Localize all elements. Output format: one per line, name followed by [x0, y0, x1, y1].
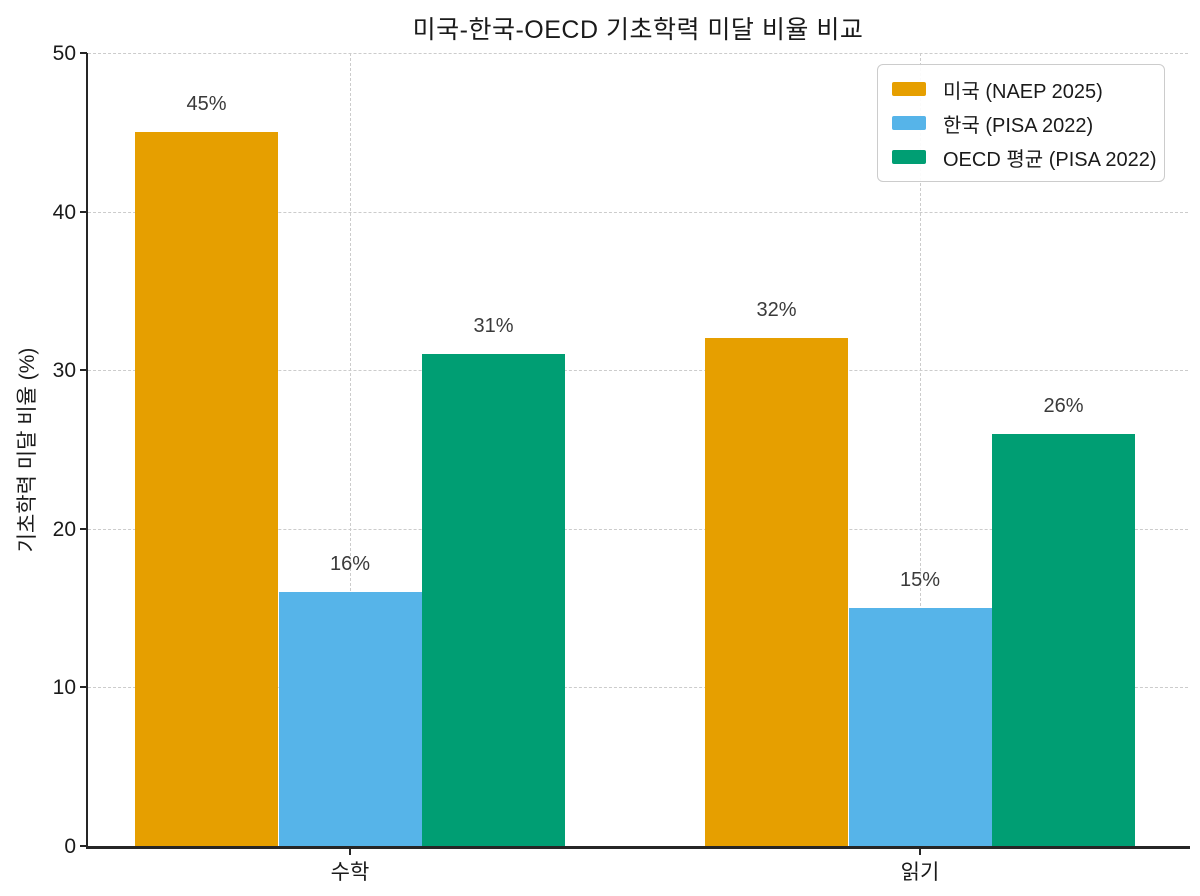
h-gridline [88, 370, 1188, 372]
v-gridline [350, 53, 351, 846]
h-gridline [88, 53, 1188, 54]
x-tick-mark [919, 849, 921, 855]
legend-label-usa: 미국 (NAEP 2025) [943, 80, 1103, 103]
h-gridline [88, 687, 1188, 689]
x-tick-mark [349, 849, 351, 855]
y-axis-spine [86, 53, 88, 849]
bar-수학-series2 [422, 354, 565, 846]
y-tick-label: 40 [52, 200, 76, 224]
y-tick-mark [80, 52, 87, 54]
plot-area: 45% 16% 31% 32% 15% 26% [88, 53, 1188, 846]
legend-swatch-usa [892, 82, 926, 96]
y-tick-label: 30 [52, 359, 76, 383]
legend-label-korea: 한국 (PISA 2022) [943, 114, 1094, 137]
v-gridline [920, 53, 921, 846]
bar-수학-series1 [278, 592, 422, 846]
y-tick-label: 20 [52, 517, 76, 541]
legend: 미국 (NAEP 2025) 한국 (PISA 2022) OECD 평균 (P… [877, 64, 1165, 182]
legend-item-oecd: OECD 평균 (PISA 2022) [892, 142, 1157, 172]
x-tick-label-읽기: 읽기 [900, 861, 940, 884]
x-tick-label-수학: 수학 [330, 861, 370, 884]
x-axis-spine [86, 846, 1190, 849]
legend-item-usa: 미국 (NAEP 2025) [892, 74, 1152, 104]
bar-읽기-series1 [848, 608, 992, 846]
y-tick-label: 0 [64, 835, 76, 858]
y-tick-mark [80, 210, 87, 213]
h-gridline [88, 211, 1188, 213]
legend-swatch-korea [892, 116, 926, 130]
legend-item-korea: 한국 (PISA 2022) [892, 108, 1152, 138]
y-tick-mark [80, 845, 87, 847]
bar-value-label: 45% [186, 93, 227, 116]
h-gridline [88, 528, 1188, 530]
bar-value-label: 26% [1043, 394, 1084, 417]
legend-swatch-oecd [892, 150, 926, 164]
bar-value-label: 31% [473, 315, 514, 338]
y-tick-mark [80, 686, 87, 689]
legend-label-oecd: OECD 평균 (PISA 2022) [943, 148, 1157, 171]
y-tick-label: 50 [52, 42, 76, 65]
bar-value-label: 32% [756, 299, 797, 322]
y-tick-mark [80, 369, 87, 372]
y-tick-mark [80, 527, 87, 530]
chart-title: 미국-한국-OECD 기초학력 미달 비율 비교 [412, 16, 864, 44]
bar-읽기-series0 [705, 338, 848, 846]
y-tick-label: 10 [52, 676, 76, 700]
bar-value-label: 15% [899, 569, 941, 592]
bar-value-label: 16% [329, 553, 371, 576]
bar-읽기-series2 [992, 433, 1135, 846]
bar-수학-series0 [135, 132, 278, 846]
